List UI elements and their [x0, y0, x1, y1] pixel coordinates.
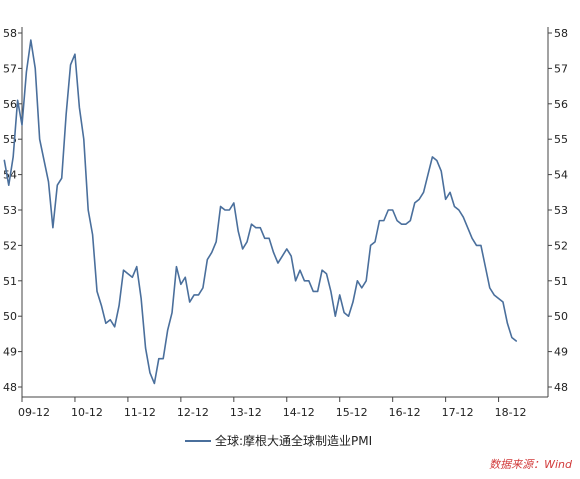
y-tick-label-right: 48 — [554, 381, 568, 394]
series-layer — [3, 39, 518, 385]
y-tick-label-right: 52 — [554, 239, 568, 252]
legend-label: 全球:摩根大通全球制造业PMI — [215, 433, 372, 448]
y-tick-label-right: 54 — [554, 169, 568, 182]
y-tick-label-right: 51 — [554, 275, 568, 288]
y-tick-label-right: 56 — [554, 98, 568, 111]
x-tick-label: 16-12 — [389, 406, 421, 419]
x-tick-label: 14-12 — [283, 406, 315, 419]
y-tick-label-left: 56 — [3, 98, 17, 111]
y-tick-label-left: 50 — [3, 310, 17, 323]
y-tick-label-left: 53 — [3, 204, 17, 217]
y-tick-label-left: 57 — [3, 62, 17, 75]
y-tick-label-right: 53 — [554, 204, 568, 217]
x-tick-label: 09-12 — [18, 406, 50, 419]
y-tick-label-right: 55 — [554, 133, 568, 146]
y-tick-label-left: 58 — [3, 27, 17, 40]
x-tick-label: 11-12 — [124, 406, 156, 419]
x-tick-label: 10-12 — [71, 406, 103, 419]
legend: 全球:摩根大通全球制造业PMI — [185, 433, 372, 448]
source-note: 数据来源：Wind — [489, 458, 573, 471]
y-tick-label-right: 49 — [554, 346, 568, 359]
y-tick-label-left: 48 — [3, 381, 17, 394]
x-tick-label: 15-12 — [336, 406, 368, 419]
y-tick-label-left: 49 — [3, 346, 17, 359]
y-tick-label-left: 51 — [3, 275, 17, 288]
y-tick-label-left: 52 — [3, 239, 17, 252]
chart-axes — [21, 27, 549, 398]
x-tick-label: 17-12 — [442, 406, 474, 419]
y-tick-label-right: 50 — [554, 310, 568, 323]
y-tick-label-right: 58 — [554, 27, 568, 40]
y-tick-label-right: 57 — [554, 62, 568, 75]
x-axis-ticks: 09-12 10-12 11-12 12-12 13-12 14-12 15-12 16-12… — [18, 397, 527, 419]
x-tick-label: 18-12 — [495, 406, 527, 419]
x-tick-label: 12-12 — [177, 406, 209, 419]
series-line-pmi — [3, 39, 518, 385]
x-tick-label: 13-12 — [230, 406, 262, 419]
right-y-axis-ticks: 48 49 50 51 52 53 54 55 56 57 58 — [548, 27, 568, 394]
